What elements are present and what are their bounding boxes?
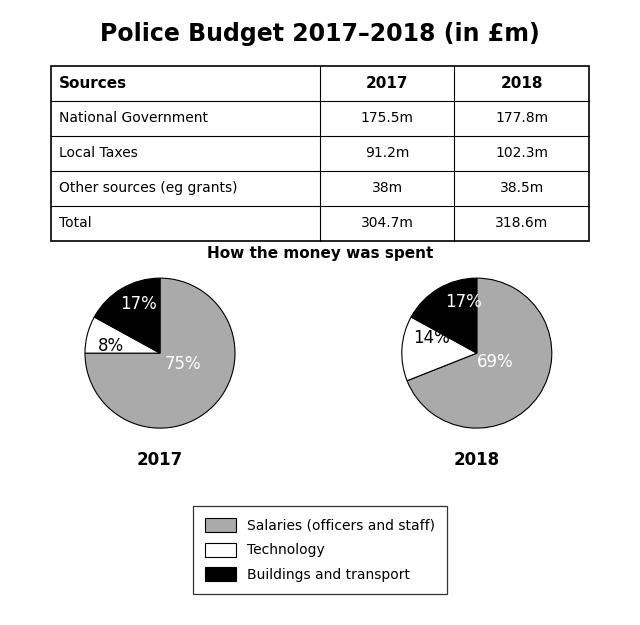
Wedge shape xyxy=(402,317,477,381)
Text: Police Budget 2017–2018 (in £m): Police Budget 2017–2018 (in £m) xyxy=(100,22,540,46)
Wedge shape xyxy=(85,317,160,353)
Text: 2017: 2017 xyxy=(137,451,183,469)
Text: Other sources (eg grants): Other sources (eg grants) xyxy=(59,181,237,195)
Text: 17%: 17% xyxy=(120,296,157,313)
Wedge shape xyxy=(411,278,477,353)
Text: National Government: National Government xyxy=(59,111,208,125)
Text: 2018: 2018 xyxy=(454,451,500,469)
Wedge shape xyxy=(85,278,235,428)
Text: 175.5m: 175.5m xyxy=(361,111,413,125)
Text: 102.3m: 102.3m xyxy=(495,146,548,160)
Text: Sources: Sources xyxy=(59,76,127,91)
Text: 17%: 17% xyxy=(445,293,482,311)
Text: 2018: 2018 xyxy=(500,76,543,91)
Text: 8%: 8% xyxy=(98,337,124,354)
Text: 318.6m: 318.6m xyxy=(495,216,548,230)
Text: 2017: 2017 xyxy=(366,76,408,91)
Text: Local Taxes: Local Taxes xyxy=(59,146,138,160)
Text: Total: Total xyxy=(59,216,92,230)
Text: 91.2m: 91.2m xyxy=(365,146,410,160)
Text: 38.5m: 38.5m xyxy=(499,181,544,195)
Wedge shape xyxy=(407,278,552,428)
Text: How the money was spent: How the money was spent xyxy=(207,246,433,261)
Text: 14%: 14% xyxy=(413,329,450,347)
Text: 38m: 38m xyxy=(372,181,403,195)
Text: 177.8m: 177.8m xyxy=(495,111,548,125)
Bar xyxy=(51,66,589,241)
Legend: Salaries (officers and staff), Technology, Buildings and transport: Salaries (officers and staff), Technolog… xyxy=(193,506,447,594)
Text: 304.7m: 304.7m xyxy=(361,216,413,230)
Text: 69%: 69% xyxy=(477,353,514,371)
Text: 75%: 75% xyxy=(164,356,201,373)
Wedge shape xyxy=(94,278,160,353)
